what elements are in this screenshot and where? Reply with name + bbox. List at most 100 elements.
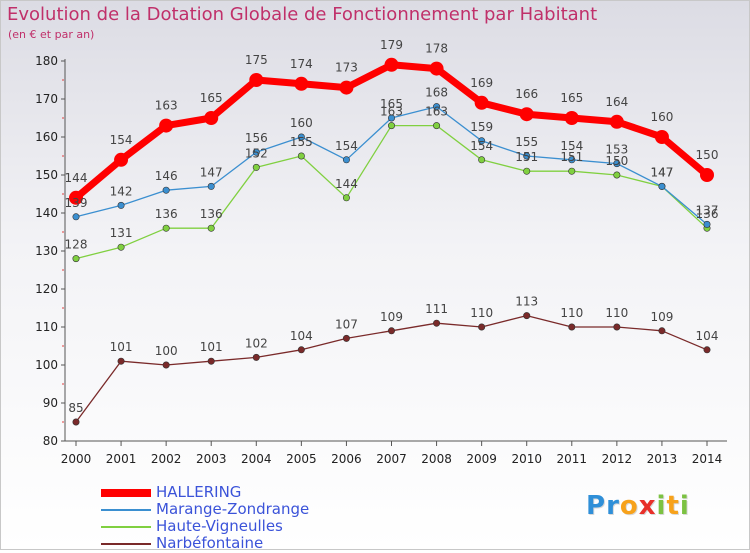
legend-swatch <box>101 526 151 528</box>
legend-label: HALLERING <box>156 483 242 501</box>
logo-letter: x <box>638 491 657 521</box>
data-point <box>342 194 350 202</box>
data-point <box>252 148 260 156</box>
data-label: 179 <box>380 38 403 52</box>
legend: HALLERING Marange-Zondrange Haute-Vigneull… <box>101 483 421 553</box>
y-tick-label: 110 <box>35 320 58 334</box>
legend-label: Haute-Vigneulles <box>156 517 283 535</box>
data-point <box>433 319 441 327</box>
data-point <box>609 114 624 129</box>
y-tick-label: 150 <box>35 168 58 182</box>
data-label: 136 <box>155 207 178 221</box>
y-tick-label: 180 <box>35 54 58 68</box>
data-point <box>204 111 219 125</box>
data-label: 85 <box>68 401 83 415</box>
data-label: 156 <box>245 131 268 145</box>
data-label: 136 <box>200 207 223 221</box>
data-point <box>159 118 174 133</box>
data-point <box>117 201 125 209</box>
data-label: 168 <box>425 86 448 100</box>
data-point <box>162 361 170 369</box>
data-label: 150 <box>605 154 628 168</box>
data-point <box>162 224 170 232</box>
data-point <box>297 346 305 354</box>
data-point <box>658 327 666 335</box>
data-label: 163 <box>155 99 178 113</box>
data-label: 174 <box>290 57 313 71</box>
series-marange-zondrange <box>72 103 711 228</box>
data-point <box>433 122 441 130</box>
data-point <box>69 190 83 205</box>
data-label: 147 <box>650 165 673 179</box>
data-label: 151 <box>515 150 538 164</box>
data-label: 154 <box>335 139 358 153</box>
data-label: 175 <box>245 53 268 67</box>
data-point <box>249 73 264 87</box>
data-label: 131 <box>110 226 133 240</box>
chart-title: Evolution de la Dotation Globale de Fonc… <box>7 4 598 25</box>
chart-subtitle: (en € et par an) <box>8 28 95 41</box>
data-point <box>568 156 576 164</box>
y-tick-label: 120 <box>35 282 58 296</box>
data-point <box>613 171 621 179</box>
data-label: 107 <box>335 317 358 331</box>
logo-letter: i <box>679 491 690 521</box>
y-tick-label: 130 <box>35 244 58 258</box>
data-label: 155 <box>290 135 313 149</box>
y-tick-label: 80 <box>43 434 58 448</box>
data-label: 160 <box>290 116 313 130</box>
data-point <box>252 163 260 171</box>
data-point <box>568 323 576 331</box>
data-point <box>654 130 669 144</box>
data-label: 154 <box>560 139 583 153</box>
data-point <box>297 152 305 160</box>
x-tick-label: 2000 <box>61 452 92 466</box>
data-label: 154 <box>110 133 133 147</box>
data-label: 163 <box>380 105 403 119</box>
data-point <box>568 167 576 175</box>
data-point <box>613 160 621 168</box>
logo-letter: t <box>666 491 680 521</box>
y-tick-label: 140 <box>35 206 58 220</box>
data-label: 109 <box>650 310 673 324</box>
logo-letter: i <box>656 491 667 521</box>
data-label: 100 <box>155 344 178 358</box>
data-point <box>474 95 489 110</box>
y-tick-label: 90 <box>43 396 58 410</box>
data-point <box>703 346 711 354</box>
data-label: 169 <box>470 76 493 90</box>
data-label: 146 <box>155 169 178 183</box>
proxiti-logo: Proxiti <box>586 491 690 521</box>
data-label: 113 <box>515 295 538 309</box>
data-point <box>429 61 444 76</box>
data-label: 139 <box>65 196 88 210</box>
data-point <box>523 312 531 320</box>
data-point <box>387 327 395 335</box>
legend-item: Marange-Zondrange <box>101 500 421 519</box>
data-label: 178 <box>425 42 448 56</box>
data-label: 147 <box>650 165 673 179</box>
data-label: 154 <box>470 139 493 153</box>
data-label: 109 <box>380 310 403 324</box>
series-hallering <box>69 57 714 205</box>
legend-swatch <box>101 489 151 497</box>
data-label: 165 <box>380 97 403 111</box>
data-label: 166 <box>515 87 538 101</box>
data-label: 165 <box>200 91 223 105</box>
data-point <box>703 220 711 228</box>
data-label: 150 <box>696 148 719 162</box>
x-tick-label: 2002 <box>151 452 182 466</box>
data-point <box>384 57 399 72</box>
data-point <box>523 167 531 175</box>
data-point <box>658 182 666 190</box>
legend-item: Haute-Vigneulles <box>101 517 421 536</box>
data-label: 102 <box>245 336 268 350</box>
data-label: 136 <box>696 207 719 221</box>
data-label: 101 <box>200 340 223 354</box>
logo-letter: o <box>619 491 639 521</box>
data-point <box>519 107 534 122</box>
data-label: 153 <box>605 143 628 157</box>
data-label: 152 <box>245 146 268 160</box>
data-point <box>342 156 350 164</box>
